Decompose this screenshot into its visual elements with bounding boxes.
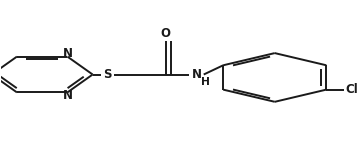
Text: N: N bbox=[62, 47, 72, 60]
Text: N: N bbox=[62, 89, 72, 102]
Text: O: O bbox=[161, 27, 171, 40]
Text: H: H bbox=[201, 77, 210, 87]
Text: N: N bbox=[192, 68, 202, 81]
Text: S: S bbox=[103, 68, 111, 81]
Text: Cl: Cl bbox=[345, 83, 358, 96]
